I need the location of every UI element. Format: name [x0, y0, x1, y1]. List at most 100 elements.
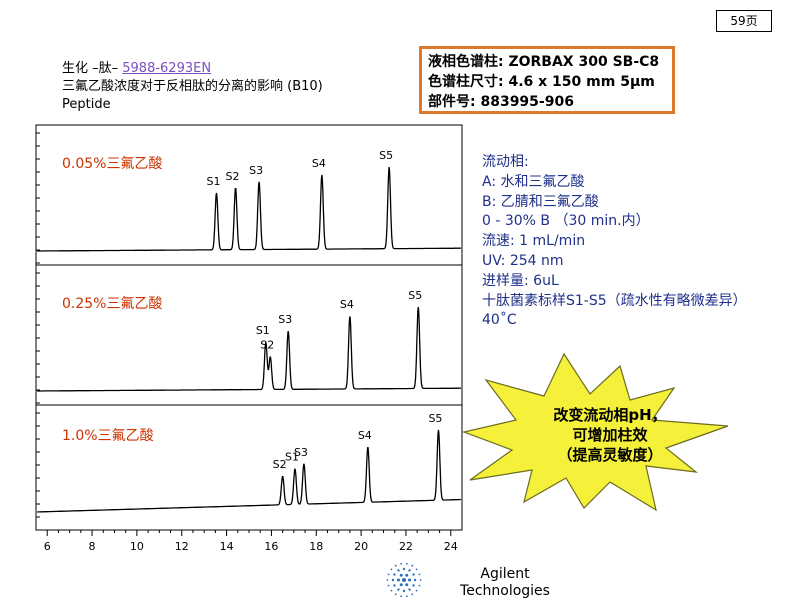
logo-dot: [408, 578, 411, 582]
logo-dot: [412, 573, 415, 576]
x-tick-label: 14: [220, 540, 234, 553]
x-tick-label: 8: [89, 540, 96, 553]
peak-label: S2: [260, 339, 274, 352]
conditions-list: 流动相: A: 水和三氟乙酸 B: 乙腈和三氟乙酸 0 - 30% B （30 min…: [482, 153, 747, 331]
starburst-shape: [461, 352, 729, 512]
logo-dot: [399, 583, 403, 587]
callout-line-1: 改变流动相pH，: [553, 406, 667, 424]
logo-dot: [393, 584, 396, 587]
peak-label: S1: [206, 175, 220, 188]
callout-text: 改变流动相pH， 可增加柱效 （提高灵敏度）: [530, 405, 690, 465]
header-line-1: 生化 –肽– 5988-6293EN: [62, 60, 323, 78]
panel-condition-label: 1.0%三氟乙酸: [62, 428, 154, 444]
logo-dot: [387, 573, 390, 576]
logo-dot: [405, 562, 408, 565]
peak-label: S3: [249, 164, 263, 177]
x-tick-label: 20: [354, 540, 368, 553]
condition-line: UV: 254 nm: [482, 252, 564, 269]
logo-dot: [402, 589, 406, 593]
panel-frame: [35, 124, 463, 266]
agilent-brand-text: Agilent Technologies: [440, 566, 570, 600]
logo-dot: [418, 584, 421, 587]
logo-dot: [408, 569, 411, 572]
document-link[interactable]: 5988-6293EN: [122, 61, 212, 76]
peak-label: S1: [285, 451, 299, 464]
callout-line-3: （提高灵敏度）: [557, 446, 663, 464]
logo-dot: [400, 595, 403, 598]
chromatogram-trace: [37, 429, 461, 513]
x-tick-label: 18: [309, 540, 323, 553]
logo-dot: [390, 568, 393, 571]
brand-line-2: Technologies: [460, 583, 550, 599]
logo-dot: [397, 569, 400, 572]
x-tick-label: 12: [175, 540, 189, 553]
condition-line: 进样量: 6uL: [482, 272, 559, 289]
chromatogram-trace: [37, 306, 461, 392]
logo-dot: [391, 578, 395, 582]
logo-dot: [394, 593, 397, 596]
logo-dot: [390, 589, 393, 592]
logo-dot: [413, 578, 417, 582]
header-line-2: 三氟乙酸浓度对于反相肽的分离的影响 (B10): [62, 79, 323, 94]
brand-line-1: Agilent: [480, 566, 530, 582]
condition-line: B: 乙腈和三氟乙酸: [482, 193, 599, 210]
logo-dot: [418, 573, 421, 576]
header-prefix: 生化 –肽–: [62, 61, 123, 76]
x-tick-label: 22: [399, 540, 413, 553]
peak-label: S2: [226, 170, 240, 183]
peak-label: S3: [294, 446, 308, 459]
logo-dot: [402, 578, 406, 582]
condition-line: 流动相:: [482, 154, 529, 170]
chromatogram-panel: S1 S2 S3 S4 S5 0.25%三氟乙酸: [35, 264, 463, 406]
condition-line: 十肽菌素标样S1-S5（疏水性有略微差异）: [482, 292, 747, 309]
logo-dot: [393, 573, 396, 576]
logo-dot: [408, 588, 411, 591]
panel-frame: [35, 404, 463, 531]
peak-label: S5: [408, 289, 422, 302]
panel-frame: [35, 264, 463, 406]
peak-label: S4: [358, 429, 372, 442]
panel-condition-label: 0.05%三氟乙酸: [62, 156, 162, 172]
peak-label: S1: [256, 324, 270, 337]
logo-dot: [397, 588, 400, 591]
logo-dot: [412, 584, 415, 587]
peak-label: S3: [278, 313, 292, 326]
x-tick-label: 6: [44, 540, 51, 553]
column-info-line-3: 部件号: 883995-906: [428, 94, 574, 110]
panel-condition-label: 0.25%三氟乙酸: [62, 296, 162, 312]
logo-dot: [415, 568, 418, 571]
page-number-badge: 59页: [716, 10, 772, 32]
peak-label: S4: [340, 298, 354, 311]
condition-line: 流速: 1 mL/min: [482, 233, 586, 250]
header-line-3: Peptide: [62, 97, 111, 112]
logo-dot: [394, 564, 397, 567]
callout-line-2: 可增加柱效: [572, 426, 648, 444]
starburst-callout: [461, 352, 729, 512]
logo-dot: [399, 573, 403, 577]
logo-dot: [411, 564, 414, 567]
logo-dot: [411, 593, 414, 596]
x-tick-label: 24: [444, 540, 458, 553]
condition-line: 0 - 30% B （30 min.内）: [482, 213, 650, 230]
logo-dot: [402, 567, 406, 571]
logo-dot: [419, 579, 422, 581]
condition-line: 40˚C: [482, 312, 517, 329]
logo-dot: [405, 573, 409, 577]
logo-dot: [397, 578, 400, 582]
peak-label: S4: [312, 157, 326, 170]
logo-dot: [387, 584, 390, 587]
logo-dot: [405, 583, 409, 587]
logo-dot: [386, 579, 389, 581]
logo-dot: [405, 595, 408, 598]
logo-dot: [415, 589, 418, 592]
column-info-line-1: 液相色谱柱: ZORBAX 300 SB-C8: [428, 54, 660, 70]
header-text: 生化 –肽– 5988-6293EN 三氟乙酸浓度对于反相肽的分离的影响 (B1…: [62, 60, 323, 114]
x-tick-label: 16: [264, 540, 278, 553]
logo-dot: [400, 562, 403, 565]
condition-line: A: 水和三氟乙酸: [482, 173, 585, 190]
peak-label: S5: [428, 412, 442, 425]
peak-label: S5: [379, 149, 393, 162]
column-info-box: 液相色谱柱: ZORBAX 300 SB-C8 色谱柱尺寸: 4.6 x 150…: [419, 46, 675, 114]
